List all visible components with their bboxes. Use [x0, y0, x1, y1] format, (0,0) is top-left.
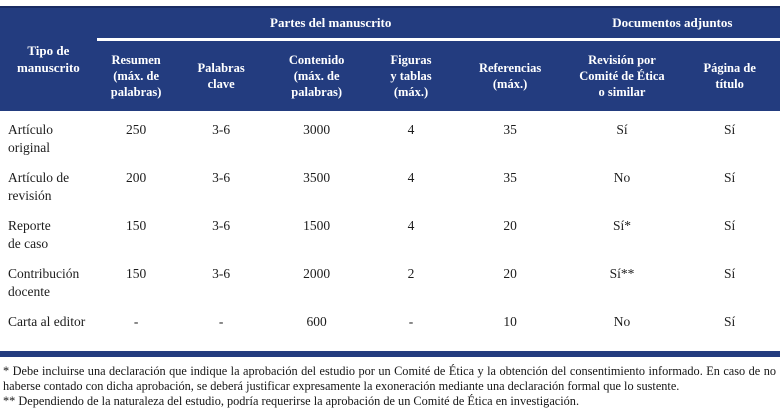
- footnotes-section: * Debe incluirse una declaración que ind…: [0, 357, 780, 410]
- cell: 4: [407, 218, 415, 233]
- manuscript-requirements-table: Tipo de manuscrito Partes del manuscrito…: [0, 6, 780, 357]
- cell: 35: [503, 122, 517, 137]
- cell: 3500: [303, 170, 331, 185]
- column-header-resumen: Resumen (máx. de palabras): [96, 39, 176, 111]
- cell: 3-6: [212, 218, 231, 233]
- cell: Sí: [724, 218, 736, 233]
- column-header-row: Resumen (máx. de palabras) Palabras clav…: [0, 39, 780, 111]
- cell: 4: [407, 122, 415, 137]
- cell: 20: [503, 266, 517, 281]
- cell: Sí: [724, 170, 736, 185]
- cell: 4: [407, 170, 415, 185]
- cell: Sí*: [612, 218, 631, 233]
- row-carta-al-editor: Carta al editor - - 600 - 10 No Sí: [0, 303, 780, 354]
- cell: 3-6: [212, 266, 231, 281]
- cell: Sí: [616, 122, 628, 137]
- cell: 3000: [303, 122, 331, 137]
- cell: -: [133, 314, 139, 329]
- footnote-research-ethics: ** Dependiendo de la naturaleza del estu…: [3, 394, 580, 409]
- table-body: Artículo original 250 3-6 3000 4 35 Sí S…: [0, 111, 780, 354]
- cell: Sí: [724, 122, 736, 137]
- cell: 250: [125, 122, 147, 137]
- group-header-partes-del-manuscrito: Partes del manuscrito: [96, 6, 565, 41]
- column-header-revision-comite-etica: Revisión por Comité de Ética o similar: [564, 39, 680, 111]
- column-header-pagina-de-titulo: Página de título: [679, 39, 780, 111]
- column-header-figuras-y-tablas: Figuras y tablas (máx.): [366, 39, 456, 111]
- cell: 200: [125, 170, 147, 185]
- cell: Sí: [724, 266, 736, 281]
- cell: No: [613, 314, 631, 329]
- cell: Sí: [724, 314, 736, 329]
- cell: 10: [503, 314, 517, 329]
- row-articulo-original: Artículo original 250 3-6 3000 4 35 Sí S…: [0, 111, 780, 159]
- group-header-row: Tipo de manuscrito Partes del manuscrito…: [0, 6, 780, 111]
- cell: 600: [306, 314, 327, 329]
- column-header-contenido: Contenido (máx. de palabras): [266, 39, 367, 111]
- row-reporte-de-caso: Reporte de caso 150 3-6 1500 4 20 Sí* Sí: [0, 207, 780, 255]
- cell: 150: [125, 218, 147, 233]
- cell: 150: [125, 266, 147, 281]
- cell: 2000: [303, 266, 331, 281]
- cell: 35: [503, 170, 517, 185]
- cell: -: [408, 314, 414, 329]
- cell: No: [613, 170, 631, 185]
- cell: 3-6: [212, 122, 231, 137]
- row-articulo-de-revision: Artículo de revisión 200 3-6 3500 4 35 N…: [0, 159, 780, 207]
- cell: 2: [407, 266, 415, 281]
- row-label: Reporte de caso: [8, 218, 51, 251]
- column-header-palabras-clave: Palabras clave: [175, 39, 267, 111]
- group-header-documentos-adjuntos: Documentos adjuntos: [564, 6, 780, 41]
- cell: Sí**: [609, 266, 635, 281]
- corner-header-tipo-de-manuscrito: Tipo de manuscrito: [0, 6, 97, 111]
- table-header: Tipo de manuscrito Partes del manuscrito…: [0, 6, 780, 111]
- row-label: Carta al editor: [8, 314, 86, 329]
- row-label: Artículo original: [8, 122, 53, 155]
- column-header-referencias: Referencias (máx.): [455, 39, 565, 111]
- cell: 3-6: [212, 170, 231, 185]
- row-contribucion-docente: Contribución docente 150 3-6 2000 2 20 S…: [0, 255, 780, 303]
- row-label: Artículo de revisión: [8, 170, 70, 203]
- cell: 1500: [303, 218, 331, 233]
- cell: 20: [503, 218, 517, 233]
- footnote-ethics-committee: * Debe incluirse una declaración que ind…: [3, 364, 776, 394]
- cell: -: [218, 314, 224, 329]
- row-label: Contribución docente: [8, 266, 80, 299]
